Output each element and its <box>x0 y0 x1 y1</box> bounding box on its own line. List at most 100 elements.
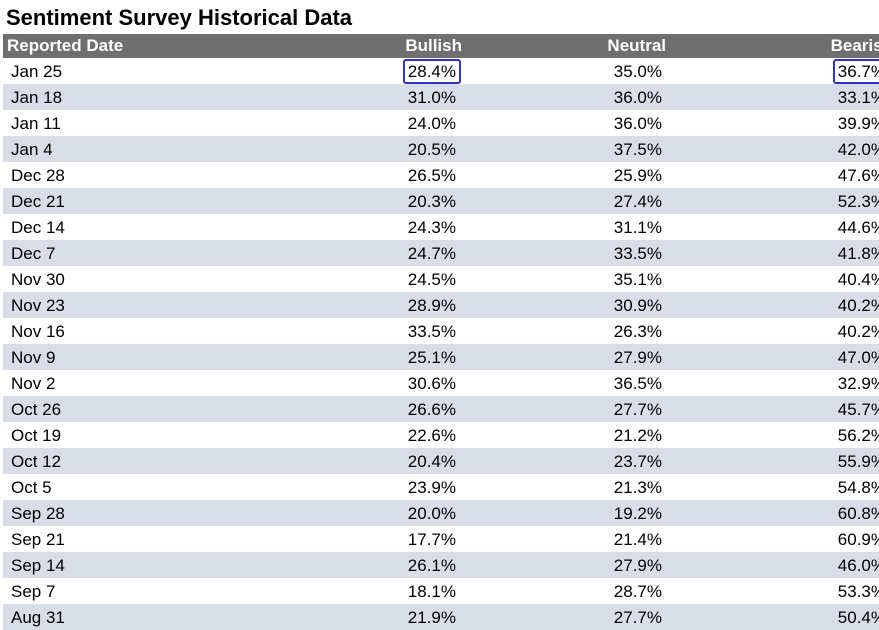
cell-value: 26.1% <box>407 556 456 576</box>
cell-bullish: 33.5% <box>242 318 466 344</box>
cell-bearish: 60.8% <box>672 500 879 527</box>
table-row: Dec 28 26.5% 25.9% 47.6% <box>3 162 879 188</box>
table-row: Sep 7 18.1% 28.7% 53.3% <box>3 578 879 604</box>
cell-value: 24.7% <box>407 244 456 264</box>
cell-value: 26.3% <box>613 322 662 342</box>
cell-value: 24.5% <box>407 270 456 290</box>
cell-value: 25.1% <box>407 348 456 368</box>
cell-value: 21.4% <box>613 530 662 550</box>
cell-bullish: 17.7% <box>242 526 466 552</box>
cell-value: 44.6% <box>837 218 879 238</box>
cell-bearish: 60.9% <box>672 526 879 552</box>
table-row: Oct 12 20.4% 23.7% 55.9% <box>3 448 879 475</box>
column-header-bearish[interactable]: Bearish <box>672 34 879 58</box>
cell-reported-date: Aug 31 <box>3 604 242 630</box>
table-row: Sep 21 17.7% 21.4% 60.9% <box>3 526 879 552</box>
cell-neutral: 36.0% <box>466 110 672 136</box>
cell-value: 26.6% <box>407 400 456 420</box>
cell-reported-date: Oct 26 <box>3 396 242 423</box>
cell-value: Sep 14 <box>11 556 65 576</box>
cell-value: 20.5% <box>407 140 456 160</box>
table-row: Jan 25 28.4% 35.0% 36.7% <box>3 58 879 85</box>
cell-reported-date: Jan 11 <box>3 110 242 136</box>
sentiment-table: Reported Date Bullish Neutral Bearish Ja… <box>3 34 879 630</box>
cell-value: 24.0% <box>407 114 456 134</box>
cell-bearish: 56.2% <box>672 422 879 448</box>
cell-value: Nov 16 <box>11 322 65 342</box>
cell-value: 41.8% <box>837 244 879 264</box>
cell-reported-date: Oct 5 <box>3 474 242 500</box>
cell-value: 56.2% <box>837 426 879 446</box>
cell-neutral: 26.3% <box>466 318 672 344</box>
cell-bearish: 53.3% <box>672 578 879 604</box>
cell-neutral: 37.5% <box>466 136 672 163</box>
cell-value: 20.4% <box>407 452 456 472</box>
cell-value: 31.0% <box>407 88 456 108</box>
cell-value: Sep 28 <box>11 504 65 524</box>
cell-bullish: 20.0% <box>242 500 466 527</box>
cell-value: 18.1% <box>407 582 456 602</box>
table-row: Dec 7 24.7% 33.5% 41.8% <box>3 240 879 267</box>
cell-value: 35.0% <box>613 62 662 82</box>
table-row: Nov 9 25.1% 27.9% 47.0% <box>3 344 879 371</box>
cell-value: 40.2% <box>837 322 879 342</box>
cell-neutral: 33.5% <box>466 240 672 267</box>
cell-value: 35.1% <box>613 270 662 290</box>
cell-value: 28.9% <box>407 296 456 316</box>
column-header-neutral[interactable]: Neutral <box>466 34 672 58</box>
cell-reported-date: Sep 7 <box>3 578 242 604</box>
cell-neutral: 27.7% <box>466 604 672 630</box>
cell-bearish: 55.9% <box>672 448 879 475</box>
cell-value: 37.5% <box>613 140 662 160</box>
cell-value: 23.9% <box>407 478 456 498</box>
cell-reported-date: Nov 9 <box>3 344 242 371</box>
cell-value: 50.4% <box>837 608 879 628</box>
cell-bullish: 24.0% <box>242 110 466 136</box>
cell-neutral: 21.4% <box>466 526 672 552</box>
cell-value: Dec 28 <box>11 166 65 186</box>
table-row: Dec 21 20.3% 27.4% 52.3% <box>3 188 879 215</box>
cell-value: 52.3% <box>837 192 879 212</box>
cell-value: Nov 30 <box>11 270 65 290</box>
cell-bullish: 31.0% <box>242 84 466 111</box>
cell-value: 22.6% <box>407 426 456 446</box>
cell-reported-date: Sep 21 <box>3 526 242 552</box>
cell-bearish: 52.3% <box>672 188 879 215</box>
cell-value: Dec 14 <box>11 218 65 238</box>
cell-reported-date: Dec 14 <box>3 214 242 240</box>
cell-value: 46.0% <box>837 556 879 576</box>
cell-bullish: 24.7% <box>242 240 466 267</box>
cell-value: 31.1% <box>613 218 662 238</box>
cell-bullish: 28.9% <box>242 292 466 319</box>
cell-neutral: 23.7% <box>466 448 672 475</box>
cell-bearish: 39.9% <box>672 110 879 136</box>
cell-neutral: 27.9% <box>466 344 672 371</box>
cell-value: 36.5% <box>613 374 662 394</box>
highlighted-value: 28.4% <box>402 59 461 85</box>
table-row: Sep 28 20.0% 19.2% 60.8% <box>3 500 879 527</box>
column-header-bullish[interactable]: Bullish <box>242 34 466 58</box>
cell-value: 21.9% <box>407 608 456 628</box>
cell-value: 45.7% <box>837 400 879 420</box>
table-row: Jan 11 24.0% 36.0% 39.9% <box>3 110 879 136</box>
cell-reported-date: Oct 12 <box>3 448 242 475</box>
table-row: Jan 18 31.0% 36.0% 33.1% <box>3 84 879 111</box>
cell-neutral: 30.9% <box>466 292 672 319</box>
cell-value: 33.1% <box>837 88 879 108</box>
cell-value: 20.3% <box>407 192 456 212</box>
column-header-reported-date[interactable]: Reported Date <box>3 34 242 58</box>
cell-value: Jan 25 <box>11 62 63 82</box>
cell-bullish: 24.5% <box>242 266 466 292</box>
table-row: Nov 16 33.5% 26.3% 40.2% <box>3 318 879 344</box>
cell-neutral: 28.7% <box>466 578 672 604</box>
cell-value: Sep 21 <box>11 530 65 550</box>
cell-value: 17.7% <box>407 530 456 550</box>
cell-value: Jan 11 <box>11 114 61 134</box>
cell-bullish: 25.1% <box>242 344 466 371</box>
highlighted-value: 36.7% <box>832 59 879 85</box>
cell-reported-date: Sep 14 <box>3 552 242 579</box>
cell-bearish: 33.1% <box>672 84 879 111</box>
cell-bearish: 36.7% <box>672 58 879 85</box>
cell-bearish: 41.8% <box>672 240 879 267</box>
cell-value: 54.8% <box>837 478 879 498</box>
